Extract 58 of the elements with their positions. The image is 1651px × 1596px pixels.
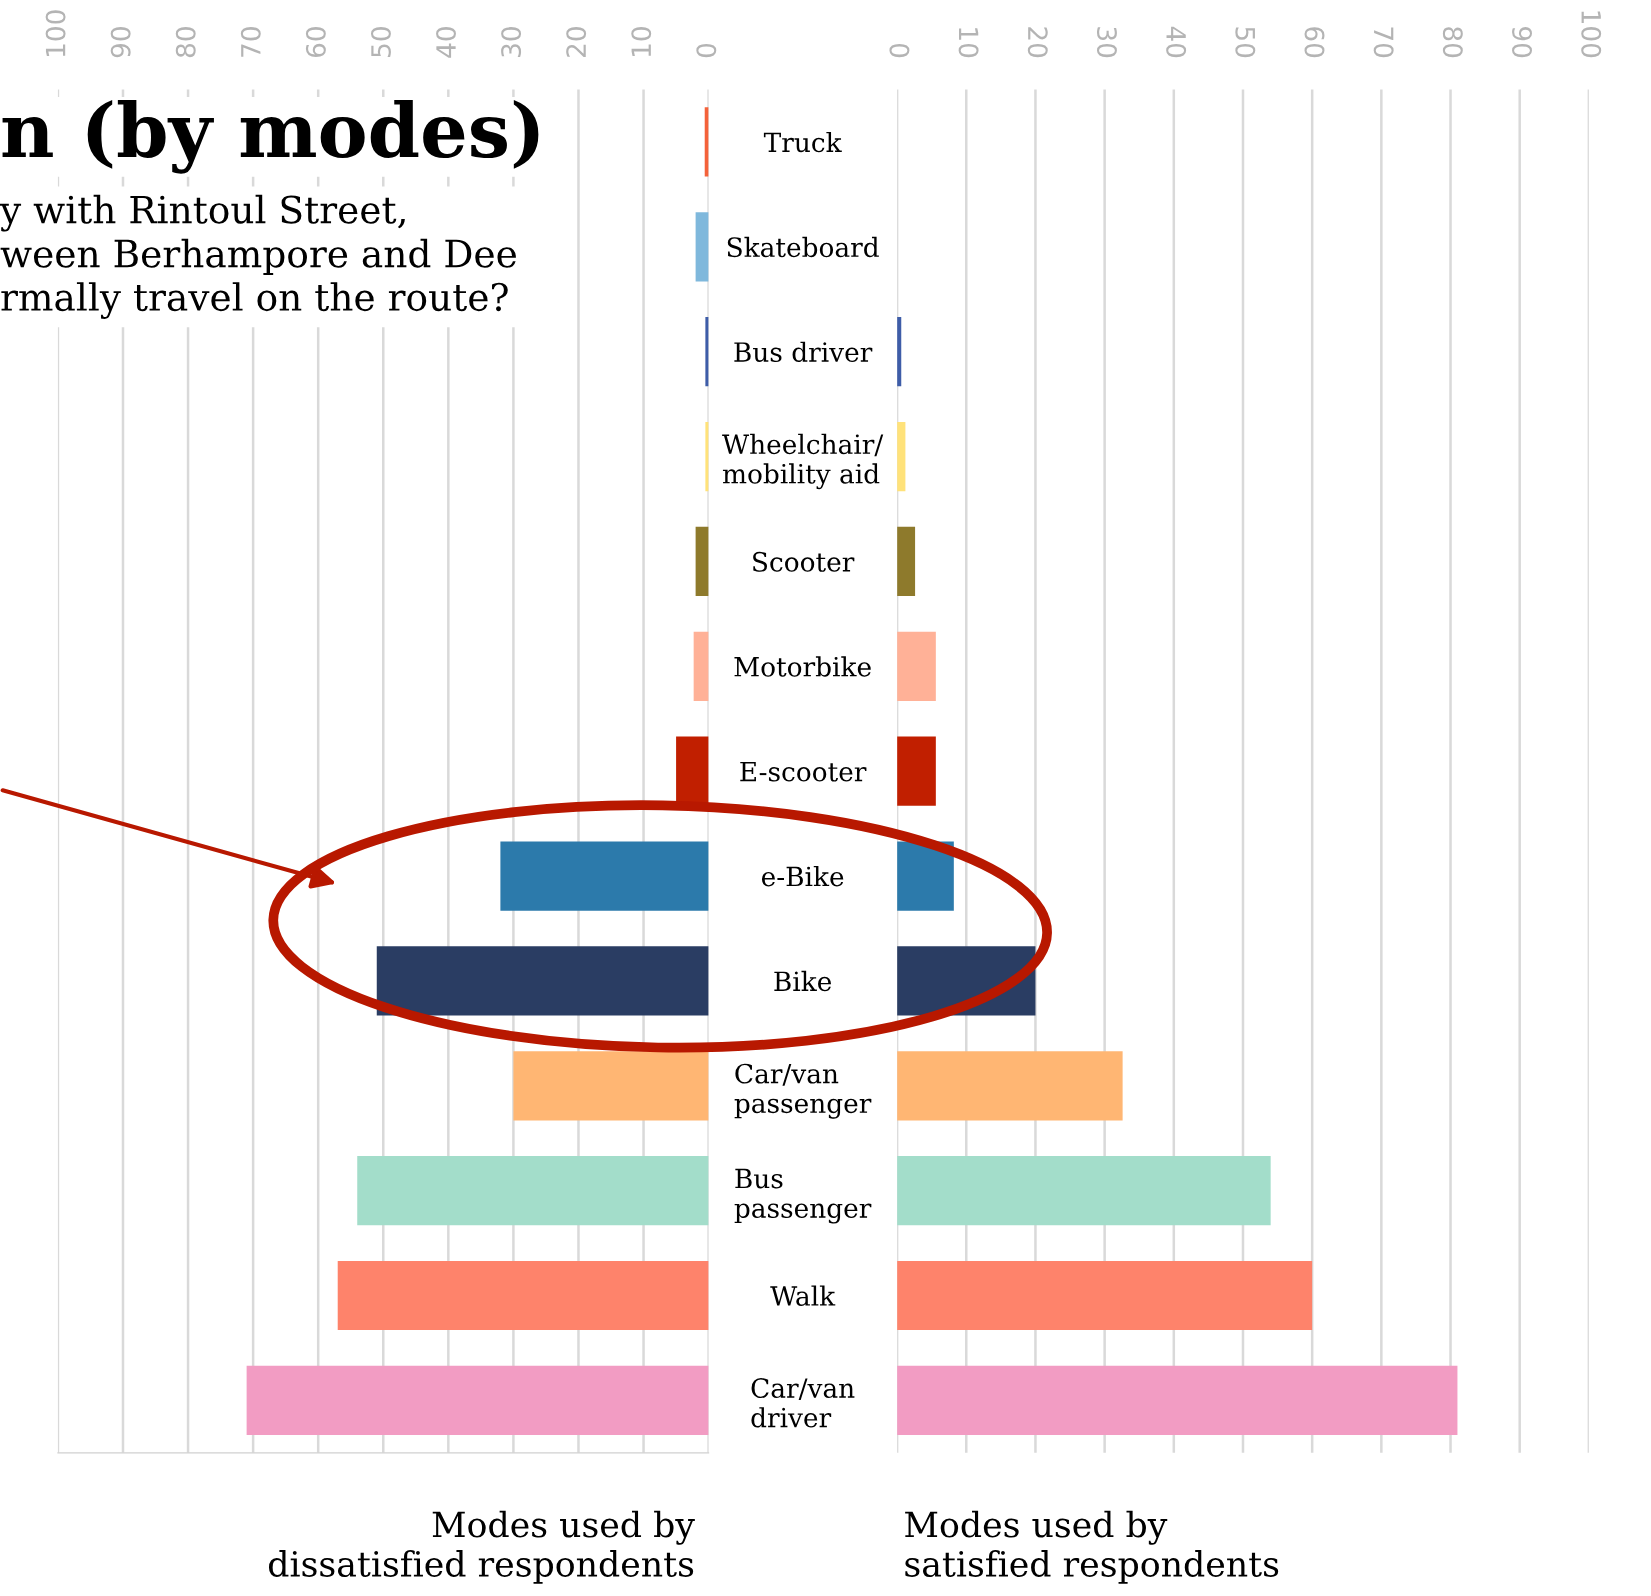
x-tick-label: 80 xyxy=(175,27,196,58)
y-tick-label: Car/van passenger xyxy=(734,1063,872,1119)
y-tick-label: e-Bike xyxy=(761,866,844,887)
x-tick-label: 0 xyxy=(696,43,717,58)
y-tick-label: Car/van driver xyxy=(751,1378,855,1428)
bar xyxy=(693,631,709,701)
y-tick-label: Bike xyxy=(774,970,832,992)
x-tick-label: 40 xyxy=(1166,26,1187,58)
bar xyxy=(376,946,709,1016)
text: Modes used by dissatisfied respondents xyxy=(268,1510,695,1584)
y-tick-label: Walk xyxy=(770,1285,836,1306)
x-tick-label: 0 xyxy=(889,43,910,58)
x-tick-label: 40 xyxy=(436,27,456,58)
x-tick-label: 30 xyxy=(1096,27,1117,58)
x-tick-label: 90 xyxy=(1512,27,1532,58)
x-tick-label: 10 xyxy=(958,28,979,58)
x-tick-label: 60 xyxy=(305,27,326,58)
x-tick-label: 20 xyxy=(1027,27,1048,58)
bar xyxy=(500,841,709,911)
x-tick-label: 50 xyxy=(370,27,391,57)
y-tick-label: Truck xyxy=(763,131,842,153)
x-tick-label: 30 xyxy=(501,27,522,57)
bar xyxy=(695,212,709,282)
x-tick-label: 100 xyxy=(1581,11,1602,58)
x-tick-label: 100 xyxy=(45,10,66,57)
chart-title: n (by modes) xyxy=(2,100,539,174)
x-tick-label: 50 xyxy=(1235,27,1256,58)
bar xyxy=(897,526,916,597)
bar xyxy=(705,421,709,492)
bar xyxy=(897,1051,1123,1121)
bar xyxy=(705,317,709,387)
bar xyxy=(897,736,936,806)
x-tick-label: 70 xyxy=(1373,27,1394,58)
bar xyxy=(357,1156,709,1226)
x-tick-label: 10 xyxy=(631,27,652,57)
y-tick-label: Bus driver xyxy=(734,341,873,363)
text: Modes used by satisfied respondents xyxy=(905,1510,1279,1584)
x-tick-label: 20 xyxy=(566,27,587,57)
bar xyxy=(897,631,936,701)
y-tick-label: E-scooter xyxy=(740,761,867,782)
bar xyxy=(897,1260,1313,1331)
text: y with Rintoul Street, ween Berhampore and Dee rmally travel on the route? xyxy=(0,194,516,319)
y-tick-label: Motorbike xyxy=(734,656,871,677)
x-tick-label: 70 xyxy=(240,27,261,57)
y-tick-label: Wheelchair/ mobility aid xyxy=(722,433,884,490)
bar xyxy=(897,1156,1271,1226)
x-tick-label: 90 xyxy=(110,27,131,58)
y-tick-label: Bus passenger xyxy=(734,1168,872,1224)
x-tick-label: 80 xyxy=(1442,27,1463,58)
bar xyxy=(246,1365,709,1435)
bar xyxy=(897,1365,1458,1435)
x-tick-label: 60 xyxy=(1304,27,1325,58)
y-tick-label: Scooter xyxy=(753,551,855,572)
bar xyxy=(897,841,954,911)
bar xyxy=(337,1260,709,1331)
y-tick-label: Skateboard xyxy=(727,236,879,258)
bar xyxy=(695,526,709,597)
bar xyxy=(513,1051,709,1121)
